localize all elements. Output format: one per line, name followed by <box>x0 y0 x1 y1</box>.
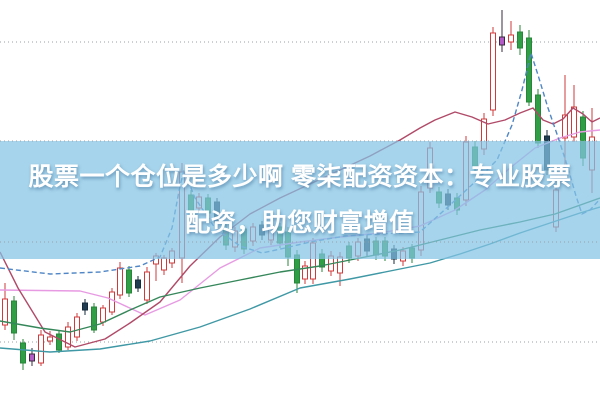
candle-body-up <box>47 336 53 342</box>
candle-body-down <box>535 94 541 144</box>
candle-body-dark <box>135 279 141 289</box>
candle-body-up <box>100 307 106 323</box>
promo-banner-overlay <box>0 141 600 259</box>
candle-body-down <box>517 31 523 49</box>
candle-body-up <box>508 34 514 43</box>
candle-body-up <box>562 114 568 139</box>
candle-body-up <box>2 298 8 326</box>
candle-body-purple <box>499 36 505 46</box>
candle-body-dark <box>82 302 88 311</box>
candle-body-up <box>337 256 343 274</box>
candle-body-up <box>302 265 308 280</box>
ma-crimson <box>0 107 600 348</box>
gridlines-over-banner <box>0 140 600 243</box>
candle-body-down <box>91 306 97 331</box>
candle-body-down <box>56 333 62 351</box>
candle-body-down <box>126 269 132 294</box>
candle-body-up <box>74 316 80 338</box>
candle-body-up <box>65 326 71 348</box>
candle-body-down <box>20 342 26 364</box>
candle-body-purple <box>29 353 35 362</box>
candle-body-up <box>109 291 115 313</box>
candle-body-up <box>117 267 123 296</box>
candle-body-up <box>144 271 150 301</box>
candle-body-up <box>571 106 577 138</box>
candle-body-up <box>38 334 44 364</box>
candle-body-down <box>526 37 532 103</box>
candle-body-up <box>490 32 496 111</box>
candle-body-down <box>11 300 17 334</box>
candle-body-up <box>161 257 167 271</box>
